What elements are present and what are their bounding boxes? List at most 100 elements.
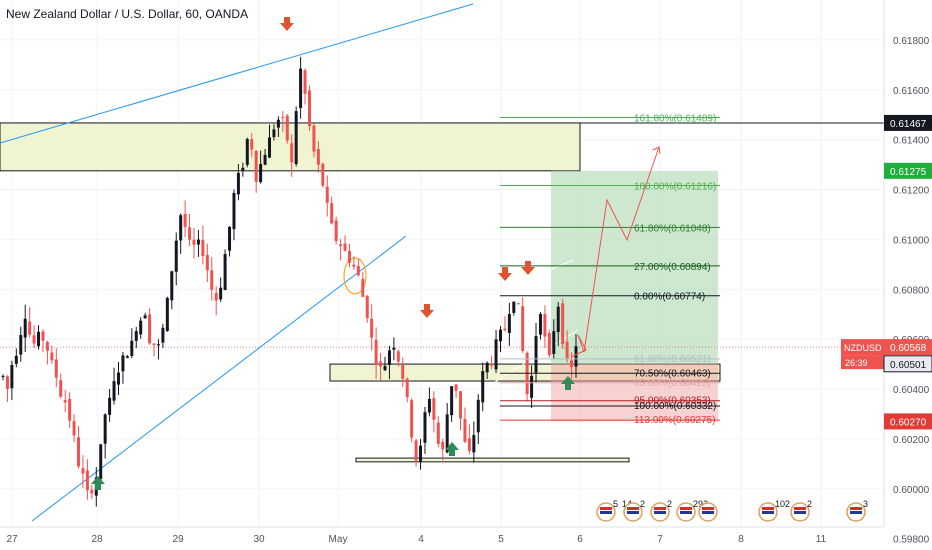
candle-body <box>423 412 427 443</box>
candle-body <box>503 328 507 331</box>
candle-body <box>228 226 232 251</box>
candle-body <box>476 399 480 433</box>
candle-body <box>459 391 463 419</box>
price-label-box <box>884 114 932 131</box>
candle-body <box>188 227 192 240</box>
projected-path[interactable] <box>570 146 661 358</box>
candle-body <box>414 440 418 461</box>
candle-body <box>334 220 338 241</box>
candle-body <box>28 321 32 335</box>
candle-body <box>365 295 369 319</box>
price-axis[interactable]: 0.61800 0.61600 0.61400 0.61200 0.61000 0.608… <box>841 0 932 550</box>
candle-body <box>281 116 285 118</box>
economic-event-badge[interactable] <box>698 502 718 522</box>
economic-event-badge[interactable]: 5 14 <box>596 499 632 522</box>
price-tick-label: 0.61800 <box>893 36 930 47</box>
price-label-box <box>883 355 932 373</box>
candle-body <box>387 350 391 365</box>
time-tick-label: 11 <box>816 534 827 545</box>
candle-body <box>19 335 23 355</box>
candle-body <box>450 386 454 416</box>
economic-event-badge[interactable]: 2 <box>623 499 645 522</box>
candle-body <box>547 333 551 356</box>
economic-event-badge[interactable]: 102 <box>758 499 790 522</box>
candle-body <box>316 149 320 165</box>
candle-body <box>201 239 205 257</box>
symbol-label-text: NZDUSD <box>844 343 882 353</box>
candle-body <box>356 265 360 276</box>
candle-body <box>530 375 534 398</box>
candle-body <box>352 264 356 267</box>
candle-body <box>99 444 103 480</box>
candle-body <box>14 355 18 364</box>
price-label-text: 0.61275 <box>890 167 927 178</box>
channel-line-high <box>430 259 574 321</box>
event-count: 14 <box>622 499 632 509</box>
candle-body <box>130 340 134 356</box>
economic-event-badge[interactable]: 2 <box>650 499 672 522</box>
event-count: 5 <box>613 499 618 509</box>
price-tick-label: 0.61400 <box>893 136 930 147</box>
price-label-text: 0.60501 <box>890 360 927 371</box>
candle-body <box>512 301 516 313</box>
candle-body <box>45 341 49 351</box>
economic-event-badge[interactable]: 2 <box>790 499 812 522</box>
time-axis-bg <box>0 527 884 550</box>
candle-body <box>432 398 436 420</box>
event-count: 292 <box>693 499 708 509</box>
resistance-zone <box>0 122 581 172</box>
candle-body <box>152 343 156 345</box>
candle-body <box>196 239 200 245</box>
economic-event-badge[interactable]: 3 <box>846 499 868 522</box>
zones-layer <box>0 122 884 463</box>
price-label-box <box>884 339 932 356</box>
candle-body <box>303 70 307 94</box>
candle-body <box>321 163 325 186</box>
lower-trendline <box>31 235 407 522</box>
candle-body <box>343 243 347 251</box>
economic-event-badge[interactable]: 292 <box>676 499 708 522</box>
candle-body <box>134 331 138 341</box>
candle-body <box>179 215 183 241</box>
candle-body <box>1 375 5 377</box>
candle-body <box>77 437 81 467</box>
buy-arrow-icon <box>91 476 105 490</box>
candle-body <box>192 239 196 245</box>
candle-body <box>263 154 267 165</box>
price-tick-label: 0.61000 <box>893 235 930 246</box>
candle-body <box>81 468 85 474</box>
candle-body <box>516 303 520 305</box>
candle-body <box>272 129 276 138</box>
candle-body <box>85 470 89 491</box>
fib-extension[interactable]: 161.80%(0.61489) 100.00%(0.61216) 61.80%(0… <box>500 113 720 426</box>
time-tick-label: 7 <box>657 534 663 545</box>
candle-body <box>63 400 67 403</box>
fib-level-label: 113.00%(0.60275) <box>634 415 716 426</box>
candle-body <box>485 362 489 373</box>
candle-body <box>405 378 409 398</box>
candle-body <box>294 111 298 165</box>
fib-level-label: 27.00%(0.60894) <box>634 262 711 273</box>
time-axis[interactable]: 27 28 29 30 May 4 5 6 7 8 11 <box>0 526 884 550</box>
candle-body <box>23 318 27 338</box>
candle-body <box>379 361 383 367</box>
price-label-box <box>884 162 932 179</box>
candle-body <box>490 363 494 366</box>
candle-body <box>392 347 396 350</box>
event-badges[interactable]: 5 14 2 2 292 102 2 3 <box>596 499 868 522</box>
trendlines-layer <box>0 3 579 522</box>
candle-body <box>161 327 165 343</box>
candle-body <box>121 355 125 372</box>
candle-body <box>245 138 249 165</box>
candle-body <box>552 331 556 354</box>
candle-body <box>570 360 574 368</box>
candle-body <box>299 68 303 109</box>
candle-body <box>436 422 440 444</box>
price-tick-label: 0.60400 <box>893 385 930 396</box>
signal-arrows <box>91 17 575 490</box>
candle-body <box>90 489 94 494</box>
candle-body <box>37 331 41 347</box>
projection-arrowhead <box>652 146 661 155</box>
price-axis-bg <box>884 0 932 550</box>
